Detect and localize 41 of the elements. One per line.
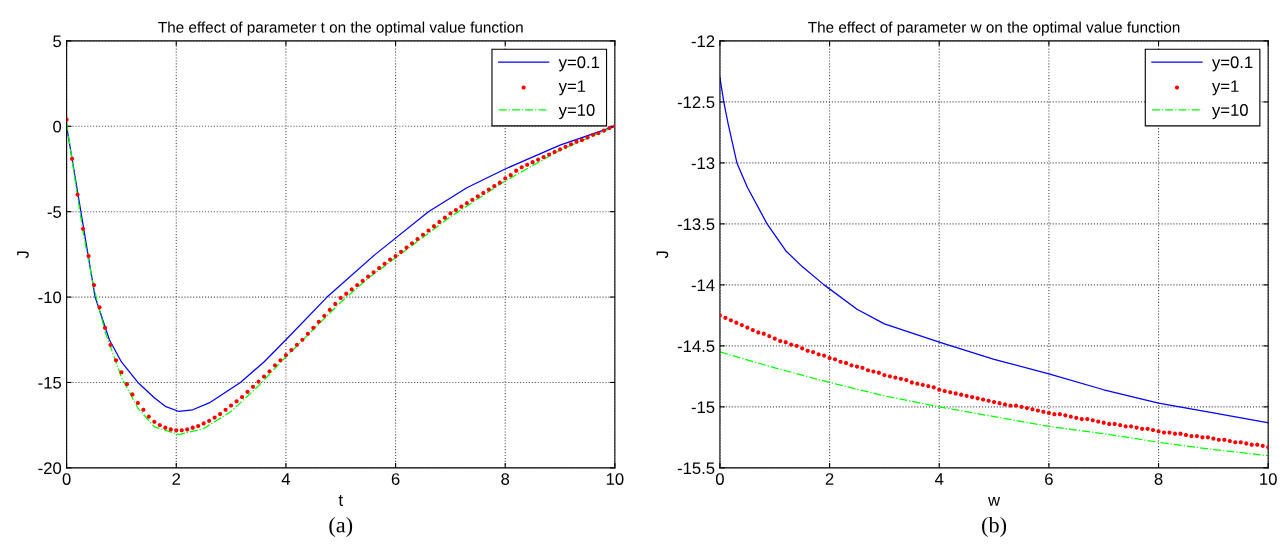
legend-label: y=0.1	[1212, 56, 1253, 72]
x-tick-label: 4	[934, 473, 944, 485]
text: (a)	[329, 516, 353, 538]
y-tick-label: -13.5	[677, 218, 715, 231]
x-tick-label: 6	[391, 473, 400, 485]
y-tick-label: -13	[691, 157, 715, 170]
x-axis-title: w	[988, 497, 1001, 506]
text: (b)	[982, 516, 1007, 538]
legend-label: y=0.1	[558, 56, 600, 72]
y-tick-label: -14	[691, 279, 715, 291]
y-axis-title: J	[656, 251, 669, 259]
y-tick-label: -15.5	[677, 462, 715, 475]
x-tick-label: 0	[62, 473, 71, 485]
legend-label: y=1	[558, 80, 586, 96]
chart-title: The effect of parameter w on the optimal value function	[808, 21, 1180, 36]
x-tick-label: 2	[172, 473, 181, 485]
y-tick-label: 5	[53, 35, 62, 48]
x-tick-label: 8	[501, 473, 510, 485]
y-tick-label: -5	[47, 206, 62, 218]
x-tick-label: 8	[1154, 473, 1163, 485]
x-axis-title: t	[338, 495, 343, 506]
y-tick-label: -12	[691, 35, 715, 47]
x-tick-label: 4	[281, 473, 291, 485]
legend-label: y=1	[1212, 80, 1239, 96]
line-series	[719, 351, 1269, 457]
x-tick-label: 10	[1260, 473, 1277, 485]
y-tick-label: -12.5	[677, 96, 715, 109]
x-tick-label: 10	[606, 473, 624, 485]
legend-label: y=10	[1212, 104, 1248, 120]
y-axis-title: J	[17, 251, 29, 259]
legend-label: y=10	[558, 104, 595, 120]
y-tick-label: -15	[691, 401, 715, 414]
y-tick-label: -15	[38, 377, 62, 389]
y-tick-label: 0	[53, 120, 62, 133]
y-tick-label: -10	[38, 291, 62, 304]
y-tick-label: -20	[38, 462, 62, 475]
chart-title: The effect of parameter t on the optimal value function	[158, 21, 523, 36]
x-tick-label: 2	[825, 473, 834, 485]
x-tick-label: 6	[1045, 473, 1053, 485]
x-tick-label: 0	[715, 473, 724, 485]
y-tick-label: -14.5	[677, 340, 715, 353]
